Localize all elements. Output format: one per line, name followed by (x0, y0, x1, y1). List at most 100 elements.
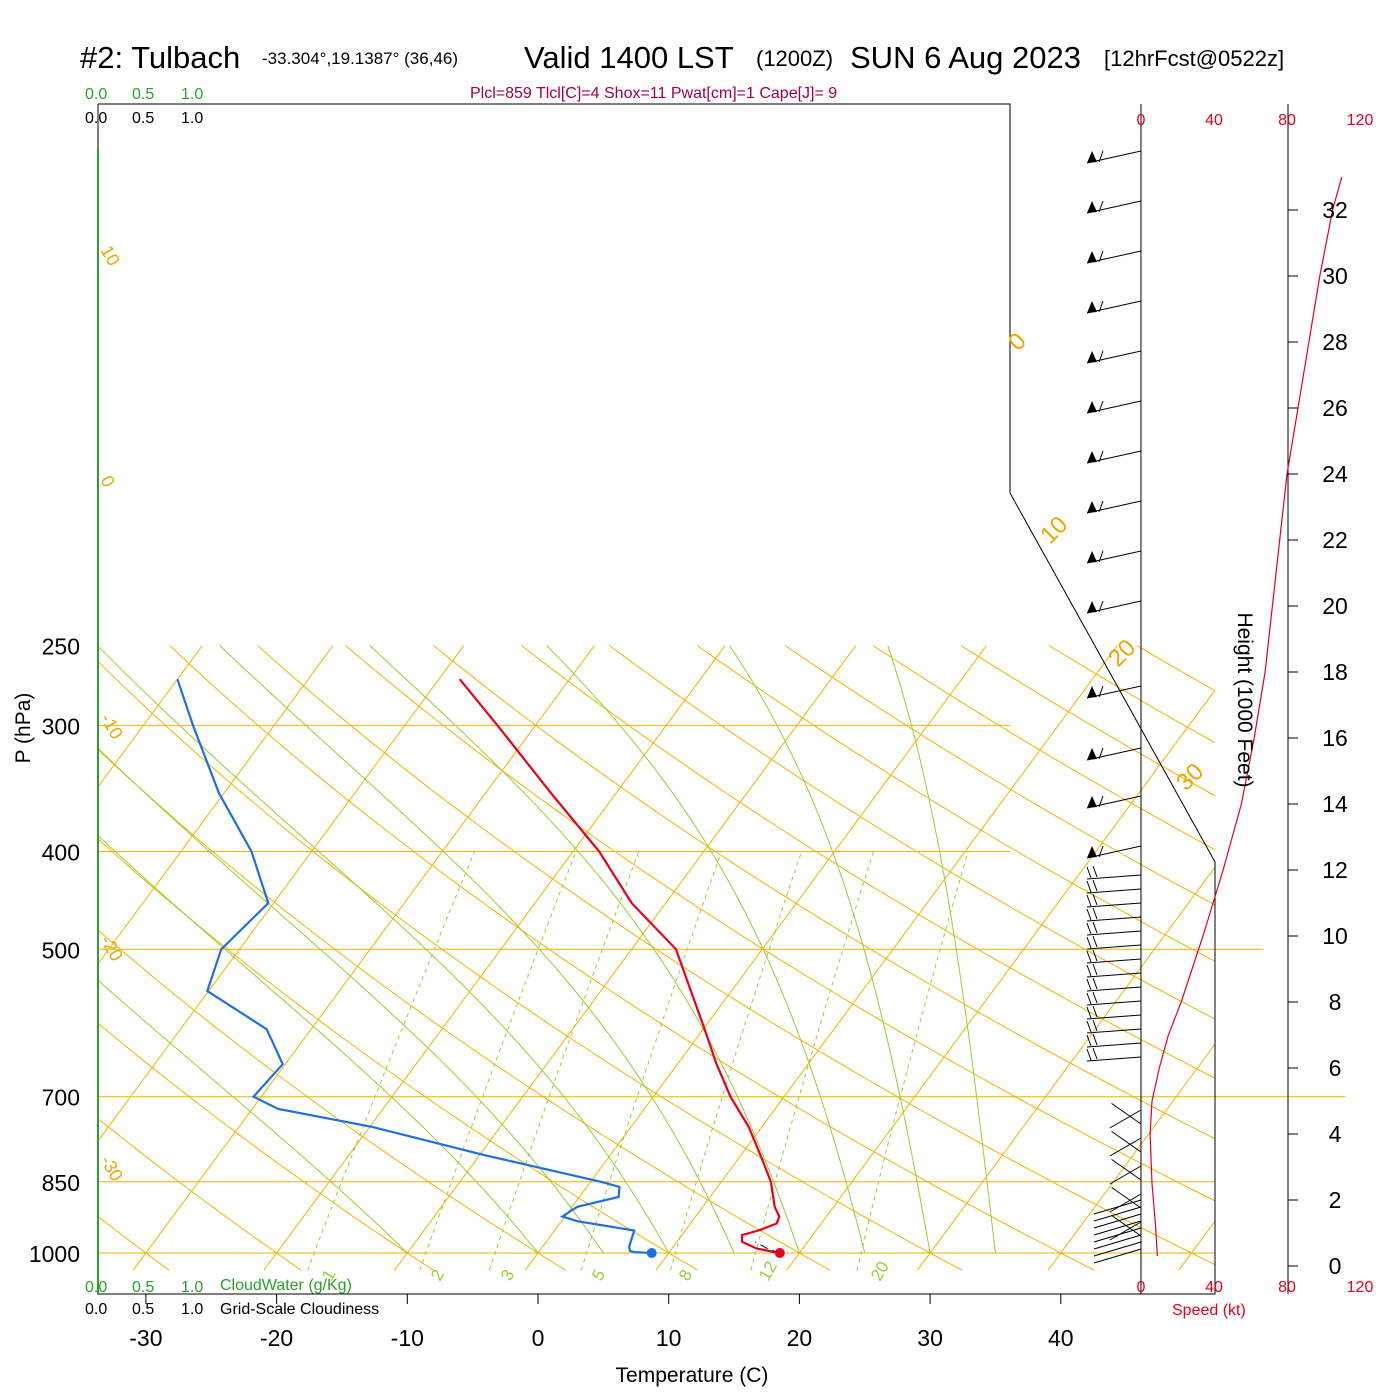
cloudiness-tick-2: 1.0 (181, 110, 203, 127)
mixing-ratio-label: 8 (675, 1266, 696, 1284)
moist-adiabat-line (98, 979, 408, 1254)
mixing-ratio-label: 5 (588, 1266, 609, 1284)
dry-adiabat-line (98, 660, 963, 1271)
height-tick-label: 10 (1322, 923, 1348, 949)
wind-barb-surface (1093, 1199, 1142, 1215)
pressure-tick-label: 250 (42, 634, 80, 660)
isotherm-line (263, 645, 726, 1271)
height-tick-label: 8 (1329, 989, 1342, 1015)
moist-adiabat-line (729, 645, 931, 1254)
wind-barb (1086, 450, 1142, 464)
dry-adiabat-line (433, 645, 1215, 1140)
wind-barb-low (1111, 1186, 1142, 1209)
wind-barb (1086, 350, 1142, 364)
wind-barb (1086, 977, 1142, 992)
isotherm-line (98, 645, 465, 1142)
height-tick-label: 12 (1322, 857, 1348, 883)
speed-tick-bottom: 40 (1205, 1279, 1223, 1296)
dry-adiabat-line (1136, 645, 1215, 692)
height-tick-label: 22 (1322, 527, 1348, 553)
isotherm-line (786, 689, 1215, 1271)
dry-adiabat-line (98, 1118, 302, 1271)
mixing-ratio-label: 12 (755, 1258, 781, 1284)
wind-barb (1086, 963, 1142, 978)
wind-barb (1086, 250, 1142, 264)
temperature-tick-label: -10 (391, 1325, 424, 1351)
cloud-water-tick-0: 0.0 (85, 86, 107, 103)
pressure-tick-label: 500 (42, 937, 80, 963)
pressure-tick-label: 400 (42, 839, 80, 865)
dry-adiabat-line (872, 645, 1215, 851)
dry-adiabat-line (784, 645, 1215, 906)
wind-barb-surface (1093, 1213, 1142, 1229)
isotherm-line (524, 645, 987, 1271)
wind-barb-low (1109, 1137, 1142, 1157)
cloud-water-bottom-tick-1: 0.5 (132, 1279, 154, 1296)
moist-adiabat-line (887, 645, 996, 1254)
height-tick-label: 6 (1329, 1055, 1342, 1081)
speed-tick-top: 120 (1347, 112, 1374, 129)
mixing-ratio-line (580, 851, 722, 1271)
temperature-trace (458, 678, 781, 1255)
cloud-water-label: CloudWater (g/Kg) (220, 1277, 352, 1294)
speed-tick-top: 40 (1205, 112, 1223, 129)
height-tick-label: 0 (1329, 1253, 1342, 1279)
mixing-ratio-line (669, 851, 802, 1271)
surface-temperature-dot (774, 1248, 785, 1258)
isobars (98, 724, 1346, 1254)
speed-axis-label: Speed (kt) (1172, 1302, 1246, 1319)
dry-adiabat-label-right: 30 (1171, 758, 1209, 796)
mixing-ratio-label: 2 (427, 1266, 448, 1284)
mixing-ratio-line (419, 851, 577, 1271)
wind-barb (1086, 1019, 1142, 1034)
temperature-tick-label: -30 (129, 1325, 162, 1351)
cloudiness-bottom-tick-2: 1.0 (181, 1301, 203, 1318)
wind-barb (1086, 935, 1142, 950)
height-tick-label: 32 (1322, 197, 1348, 223)
wind-barb (1086, 921, 1142, 936)
height-tick-label: 28 (1322, 329, 1348, 355)
mixing-ratio-line (856, 851, 969, 1271)
height-tick-label: 24 (1322, 461, 1348, 487)
dry-adiabat-label: -10 (97, 710, 127, 743)
wind-barb (1086, 991, 1142, 1006)
mixing-ratio-line (488, 851, 640, 1271)
isotherm-line (917, 866, 1215, 1271)
wind-barb (1086, 150, 1142, 164)
cloud-water-tick-1: 0.5 (132, 86, 154, 103)
x-axis-label: Temperature (C) (616, 1364, 769, 1387)
speed-tick-top: 0 (1137, 112, 1146, 129)
temperature-tick-label: 40 (1048, 1325, 1074, 1351)
wind-barb-low (1109, 1193, 1142, 1213)
wind-barb (1086, 685, 1142, 699)
isotherm-line (132, 645, 595, 1271)
background-grid (98, 645, 1215, 1271)
wind-barb-surface (1093, 1234, 1142, 1250)
mixing-ratio-line (307, 851, 475, 1271)
isotherm-line (1178, 1220, 1215, 1271)
wind-barb-low (1109, 1165, 1142, 1185)
forecast-label: [12hrFcst@0522z] (1104, 46, 1284, 71)
valid-time: Valid 1400 LST (524, 40, 734, 75)
wind-barb (1086, 1033, 1142, 1048)
wind-barb (1086, 747, 1142, 761)
moist-adiabat-line (98, 747, 604, 1254)
dry-adiabat-label-right: 10 (1035, 511, 1073, 549)
wind-barb-low (1111, 1102, 1142, 1125)
pressure-tick-label: 300 (42, 713, 80, 739)
temperature-tick-label: -20 (260, 1325, 293, 1351)
pressure-tick-label: 1000 (29, 1241, 80, 1267)
wind-barb (1086, 500, 1142, 514)
wind-barb (1086, 845, 1142, 859)
wind-speed-line (1149, 176, 1343, 1257)
height-tick-label: 30 (1322, 263, 1348, 289)
dry-adiabat-line (696, 645, 1215, 962)
wind-barb-surface (1093, 1220, 1142, 1236)
temperature-tick-label: 30 (917, 1325, 943, 1351)
cloudiness-tick-1: 0.5 (132, 110, 154, 127)
dry-adiabat-line (98, 929, 566, 1271)
cloudiness-label: Grid-Scale Cloudiness (220, 1301, 379, 1318)
speed-tick-top: 80 (1278, 112, 1296, 129)
height-tick-label: 18 (1322, 659, 1348, 685)
